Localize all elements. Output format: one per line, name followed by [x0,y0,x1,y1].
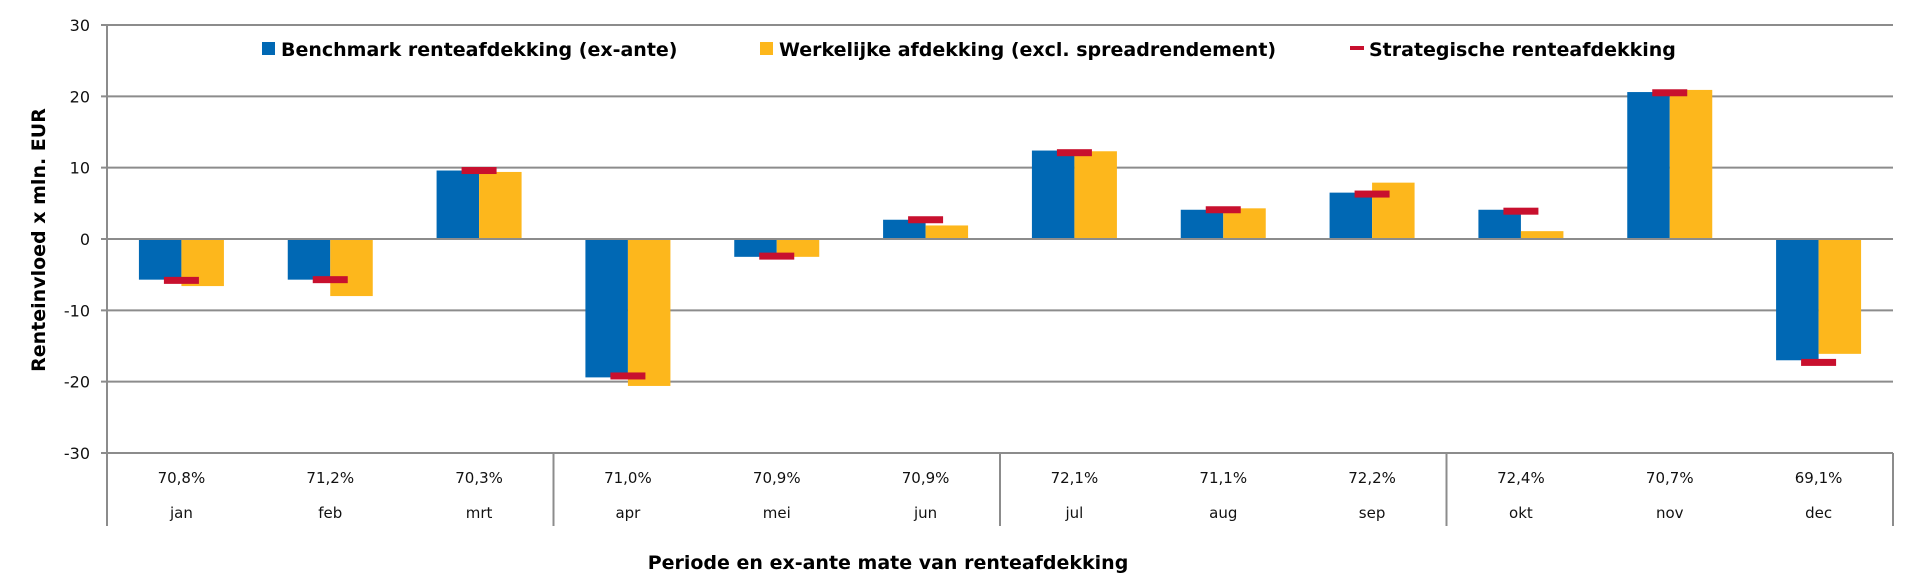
bar-werkelijk-jul [1074,151,1117,239]
hedge-ratio-label: 72,2% [1348,469,1396,487]
hedge-ratio-label: 71,0% [604,469,652,487]
marker-strategisch-mei [759,252,795,260]
legend-label-benchmark: Benchmark renteafdekking (ex-ante) [281,39,678,61]
month-label: jul [1064,504,1083,522]
bar-werkelijk-aug [1223,208,1266,239]
hedge-ratio-label: 71,1% [1199,469,1247,487]
bar-benchmark-feb [287,239,331,280]
y-tick-label: 0 [80,230,90,249]
legend-item-werkelijk[interactable]: Werkelijke afdekking (excl. spreadrendem… [760,39,1276,61]
bar-benchmark-mei [734,239,777,257]
axes [106,25,1894,526]
y-tick-label: 20 [70,87,90,106]
bars [138,89,1862,386]
y-tick-label: 10 [70,159,90,178]
legend-label-werkelijk: Werkelijke afdekking (excl. spreadrendem… [779,39,1276,61]
bar-benchmark-mrt [436,170,480,239]
x-axis-title: Periode en ex-ante mate van renteafdekki… [648,552,1129,574]
category-labels: 70,8% jan 71,2% feb 70,3% mrt 71,0% apr 70,9% mei… [158,469,1843,522]
bar-benchmark-jul [1031,150,1075,239]
bar-werkelijk-dec [1818,239,1862,354]
marker-strategisch-feb [312,276,348,284]
bar-werkelijk-jun [925,225,969,239]
legend-item-benchmark[interactable]: Benchmark renteafdekking (ex-ante) [262,39,678,61]
bar-werkelijk-nov [1669,89,1713,239]
legend-label-strategisch: Strategische renteafdekking [1369,39,1676,61]
bar-benchmark-aug [1180,209,1224,239]
legend: Benchmark renteafdekking (ex-ante) Werke… [262,39,1676,61]
legend-swatch-werkelijk [760,42,773,55]
y-tick-label: 30 [70,16,90,35]
month-label: mei [763,504,791,522]
marker-strategisch-nov [1652,89,1688,97]
y-tick-label: -10 [64,301,90,320]
month-label: mrt [466,504,493,522]
marker-strategisch-dec [1801,358,1837,366]
month-label: dec [1805,504,1832,522]
bar-werkelijk-feb [330,239,373,297]
hedge-ratio-label: 69,1% [1795,469,1843,487]
hedge-ratio-label: 72,4% [1497,469,1545,487]
bar-benchmark-dec [1776,239,1819,361]
legend-swatch-strategisch [1350,46,1364,50]
hedge-ratio-label: 71,2% [306,469,354,487]
month-label: apr [615,504,641,522]
bar-benchmark-jun [883,219,926,239]
month-label: okt [1509,504,1533,522]
marker-strategisch-sep [1354,190,1390,198]
marker-strategisch-mrt [461,167,497,175]
marker-strategisch-okt [1503,207,1539,215]
hedge-ratio-label: 70,3% [455,469,503,487]
bar-benchmark-jan [138,239,182,280]
marker-strategisch-aug [1205,206,1241,214]
month-label: jun [913,504,937,522]
hedge-ratio-label: 70,9% [753,469,801,487]
bar-benchmark-sep [1329,192,1373,239]
bar-werkelijk-mrt [479,171,522,239]
hedge-ratio-label: 72,1% [1051,469,1099,487]
y-tick-label: -20 [64,373,90,392]
month-label: aug [1209,504,1237,522]
marker-strategisch-apr [610,372,646,380]
month-label: feb [318,504,342,522]
marker-strategisch-jun [908,216,944,224]
marker-strategisch-jan [163,276,199,284]
hedge-ratio-label: 70,8% [158,469,206,487]
y-axis-ticks: 30 20 10 0 -10 -20 -30 [64,16,90,463]
strategic-markers [163,89,1837,380]
y-axis-title: Renteinvloed x mln. EUR [28,108,50,372]
month-label: sep [1359,504,1386,522]
y-tick-label: -30 [64,444,90,463]
marker-strategisch-jul [1056,149,1092,157]
bar-benchmark-apr [585,239,628,378]
bar-werkelijk-okt [1520,231,1564,239]
bar-werkelijk-mei [776,239,820,257]
hedge-ratio-label: 70,9% [902,469,950,487]
legend-item-strategisch[interactable]: Strategische renteafdekking [1350,39,1676,61]
hedge-ratio-label: 70,7% [1646,469,1694,487]
month-label: jan [169,504,193,522]
legend-swatch-benchmark [262,42,275,55]
month-label: nov [1656,504,1684,522]
bar-benchmark-nov [1627,92,1670,239]
bar-werkelijk-apr [627,239,671,386]
